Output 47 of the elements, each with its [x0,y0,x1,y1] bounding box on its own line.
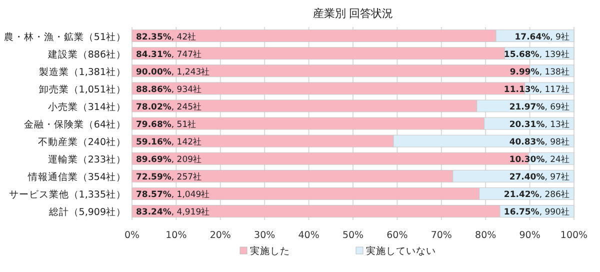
y-tick-label: 製造業（1,381社） [38,66,126,78]
y-tick-label: 総計（5,909社） [48,206,126,218]
data-label: 90.00%, 1,243社 [136,66,210,78]
data-label: 59.16%, 142社 [136,136,202,148]
data-label: 15.68%, 139社 [504,48,570,60]
data-label: 72.59%, 257社 [136,172,202,183]
data-label: 82.35%, 42社 [136,31,197,42]
x-tick-label: 90% [519,230,540,241]
data-label: 21.97%, 69社 [509,101,570,112]
y-tick-label: 建設業（886社） [46,48,126,60]
x-tick-label: 80% [475,230,496,241]
y-tick-label: サービス業他（1,335社） [8,188,126,201]
data-label: 10.30%, 24社 [509,154,570,166]
data-label: 84.31%, 747社 [136,48,202,60]
data-label: 16.75%, 990社 [504,206,570,218]
x-tick-label: 100% [560,230,588,241]
x-tick-label: 40% [298,230,320,241]
data-label: 20.31%, 13社 [509,119,570,130]
data-label: 17.64%, 9社 [514,31,570,42]
x-tick-label: 20% [210,230,231,241]
data-label: 79.68%, 51社 [136,119,197,130]
data-label: 89.69%, 209社 [136,154,202,166]
legend-label: 実施していない [366,245,436,257]
x-tick-label: 10% [166,230,187,241]
x-tick-label: 60% [386,230,408,241]
y-tick-label: 不動産業（240社） [38,136,126,148]
data-label: 83.24%, 4,919社 [136,206,210,218]
y-tick-label: 運輸業（233社） [48,154,126,166]
x-tick-label: 50% [342,230,364,241]
data-label: 78.57%, 1,049社 [136,189,210,200]
x-tick-label: 30% [254,230,276,241]
data-label: 11.13%, 117社 [504,84,570,95]
data-label: 78.02%, 245社 [136,101,202,112]
y-tick-label: 小売業（314社） [48,100,126,113]
x-tick-label: 0% [124,230,140,241]
legend-label: 実施した [250,245,290,257]
y-tick-label: 卸売業（1,051社） [38,83,126,96]
data-label: 40.83%, 98社 [509,136,570,148]
data-label: 88.86%, 934社 [136,84,202,95]
data-label: 27.40%, 97社 [509,172,570,183]
data-label: 21.42%, 286社 [504,189,570,200]
y-tick-label: 金融・保険業（64社） [24,118,126,130]
chart-title: 産業別 回答状況 [312,7,394,20]
x-tick-label: 70% [430,230,452,241]
data-label: 9.99%, 138社 [510,66,570,78]
y-tick-label: 農・林・漁・鉱業（51社） [4,30,126,43]
y-tick-label: 情報通信業（354社） [26,171,126,184]
